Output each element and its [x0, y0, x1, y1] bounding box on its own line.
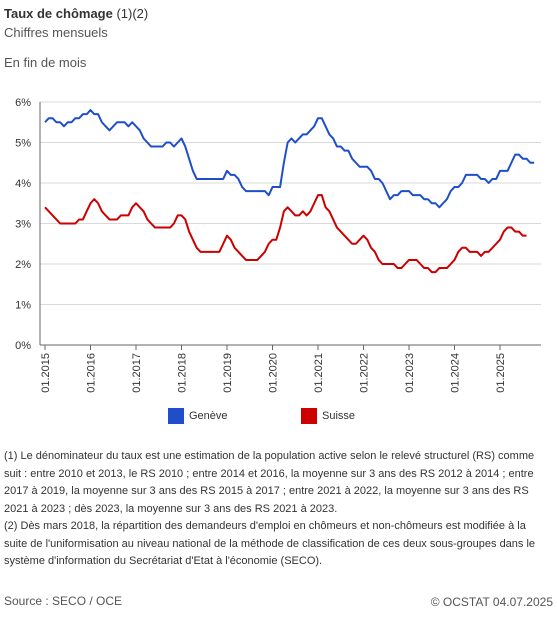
chart-subtitle: Chiffres mensuels — [4, 25, 108, 40]
x-tick-label: 01.2016 — [86, 353, 98, 393]
legend-label-geneve: Genève — [189, 410, 228, 422]
footnotes: (1) Le dénominateur du taux est une esti… — [4, 448, 552, 571]
y-tick-label: 2% — [15, 259, 31, 271]
chart-title-text: Taux de chômage — [4, 6, 113, 21]
chart-note: En fin de mois — [4, 55, 87, 70]
line-chart: 0% 1% 2% 3% 4% 5% 6% 01.2015 01.2016 01.2017 01.20… — [15, 97, 541, 393]
y-tick-label: 3% — [15, 219, 31, 231]
legend-swatch-suisse — [301, 408, 317, 424]
footnote-1: (1) Le dénominateur du taux est une esti… — [4, 450, 535, 515]
legend-item-suisse[interactable]: Suisse — [301, 408, 355, 424]
x-tick-label: 01.2021 — [313, 353, 325, 393]
legend-swatch-geneve — [168, 408, 184, 424]
series-line-geneve — [44, 109, 535, 209]
x-tick-label: 01.2022 — [359, 353, 371, 393]
source-text: Source : SECO / OCE — [4, 594, 123, 608]
x-tick-label: 01.2023 — [404, 353, 416, 393]
y-tick-label: 4% — [15, 178, 31, 190]
copyright-text: © OCSTAT 04.07.2025 — [430, 595, 553, 609]
chart-title: Taux de chômage (1)(2) — [4, 6, 148, 21]
x-tick-label: 01.2015 — [40, 353, 52, 393]
x-tick-label: 01.2019 — [222, 353, 234, 393]
x-tick-label: 01.2020 — [268, 353, 280, 393]
series-line-suisse — [44, 194, 527, 274]
y-tick-label: 5% — [15, 138, 31, 150]
x-tick-label: 01.2017 — [131, 353, 143, 393]
legend-item-geneve[interactable]: Genève — [168, 408, 228, 424]
legend-label-suisse: Suisse — [322, 410, 356, 422]
y-tick-label: 0% — [15, 340, 31, 352]
x-tick-label: 01.2025 — [495, 353, 507, 393]
y-tick-label: 6% — [15, 97, 31, 109]
chart-title-footnote-ref: (1)(2) — [116, 6, 149, 21]
footnote-2: (2) Dès mars 2018, la répartition des de… — [4, 520, 536, 567]
y-tick-label: 1% — [15, 300, 31, 312]
x-tick-label: 01.2024 — [450, 353, 462, 393]
x-tick-label: 01.2018 — [177, 353, 189, 393]
